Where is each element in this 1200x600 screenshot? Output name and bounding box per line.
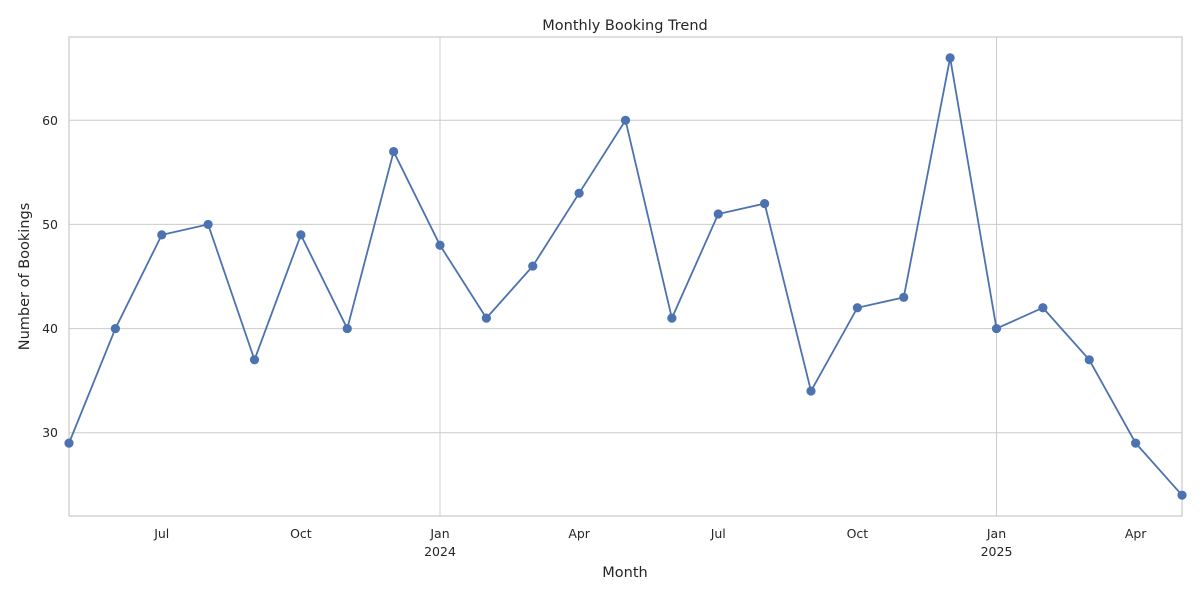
grid-layer (69, 37, 1182, 516)
data-point (1177, 490, 1187, 500)
data-point (620, 115, 631, 125)
data-point (806, 386, 816, 396)
series-layer (64, 53, 1187, 500)
plot-frame (68, 36, 1183, 517)
y-tick-label: 60 (42, 113, 58, 128)
data-point (760, 199, 770, 209)
x-tick-label: Jul (710, 526, 726, 541)
chart-title: Monthly Booking Trend (542, 18, 707, 34)
x-tick-label: Oct (290, 526, 312, 541)
tick-layer: 30 40 50 60 Jul Oct Jan 2024 Apr Jul Oct Jan 2025 Apr (42, 113, 1147, 559)
data-point (1084, 355, 1094, 365)
x-tick-label: Apr (568, 526, 590, 541)
x-tick-label: Apr (1125, 526, 1147, 541)
data-point (435, 240, 445, 250)
y-tick-label: 30 (42, 425, 58, 440)
data-point (389, 146, 399, 157)
x-tick-label: Jan (429, 526, 449, 541)
data-point (64, 438, 74, 448)
x-tick-label: Oct (847, 526, 869, 541)
data-point (667, 313, 677, 323)
data-point (203, 219, 213, 230)
y-tick-label: 50 (42, 217, 58, 232)
y-axis-label: Number of Bookings (17, 203, 33, 351)
data-point (157, 230, 167, 240)
data-point (528, 261, 538, 271)
x-tick-year-label: 2025 (981, 544, 1013, 559)
data-point (110, 323, 120, 334)
data-point (1131, 438, 1141, 448)
x-tick-year-label: 2024 (424, 544, 456, 559)
data-point (713, 209, 723, 219)
data-point (481, 313, 491, 323)
data-point (991, 323, 1002, 334)
x-tick-label: Jan (986, 526, 1006, 541)
data-point (249, 355, 260, 365)
data-point (1038, 303, 1048, 313)
data-point (852, 303, 862, 313)
y-tick-label: 40 (42, 321, 58, 336)
x-axis-label: Month (602, 565, 647, 581)
data-point (296, 230, 306, 240)
data-point (574, 188, 584, 198)
data-point (899, 292, 909, 302)
x-tick-label: Jul (153, 526, 169, 541)
data-point (342, 323, 352, 334)
data-point (945, 53, 955, 63)
